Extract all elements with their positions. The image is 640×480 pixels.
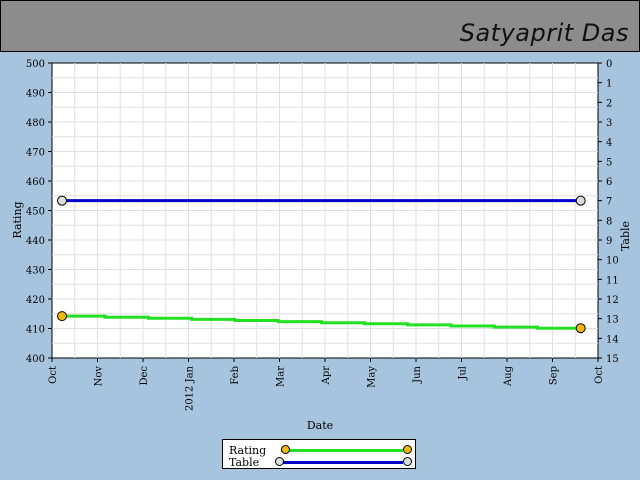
y2-tick-label: 1 (606, 79, 612, 90)
y-tick-label: 400 (26, 354, 45, 365)
y2-tick-label: 7 (606, 197, 612, 208)
y-tick-label: 480 (26, 118, 45, 129)
legend-marker-rating-end (403, 445, 412, 454)
x-tick-label: Oct (48, 366, 59, 384)
legend-line-rating (281, 449, 403, 452)
y2-tick-label: 2 (606, 98, 612, 109)
legend: Rating Table (222, 439, 416, 469)
player-name: Satyaprit Das (459, 19, 629, 47)
series-point-rating (575, 323, 586, 334)
y2-tick-label: 15 (606, 354, 619, 365)
header-bar: Satyaprit Das (0, 0, 640, 52)
x-tick-label: Jul (458, 366, 469, 381)
x-tick-label: Apr (321, 366, 332, 386)
legend-marker-rating-start (281, 445, 290, 454)
y2-tick-label: 14 (606, 334, 619, 345)
series-point-table (575, 195, 586, 206)
series-point-rating (57, 311, 68, 322)
x-tick-label: Aug (503, 365, 514, 387)
series-layer (57, 195, 586, 334)
y-tick-label: 430 (26, 266, 45, 277)
y2-tick-label: 6 (606, 177, 612, 188)
x-tick-label: Jun (412, 365, 423, 383)
y2-tick-label: 5 (606, 157, 612, 168)
y-tick-label: 470 (26, 148, 45, 159)
y2-tick-label: 8 (606, 216, 612, 227)
legend-line-table (281, 461, 403, 464)
y2-tick-label: 12 (606, 295, 619, 306)
legend-marker-table-end (403, 457, 412, 466)
y-tick-label: 460 (26, 177, 45, 188)
legend-item-rating: Rating (229, 444, 413, 457)
y-tick-label: 440 (26, 236, 45, 247)
y2-tick-label: 3 (606, 118, 612, 129)
x-tick-label: Feb (230, 366, 241, 385)
y2-tick-label: 9 (606, 236, 612, 247)
y-tick-label: 450 (26, 207, 45, 218)
y2-tick-label: 13 (606, 315, 619, 326)
legend-label-table: Table (229, 456, 260, 469)
x-tick-label: Nov (94, 366, 105, 387)
series-line-rating (62, 314, 581, 330)
y-tick-label: 420 (26, 295, 45, 306)
x-tick-label: Oct (594, 366, 605, 384)
x-tick-label: May (367, 366, 378, 388)
legend-label-rating: Rating (229, 444, 267, 457)
y2-tick-label: 10 (606, 256, 619, 267)
y2-tick-label: 4 (606, 138, 612, 149)
y-tick-label: 500 (26, 59, 45, 70)
y-tick-label: 410 (26, 325, 45, 336)
series-point-table (57, 195, 68, 206)
y2-tick-label: 0 (606, 59, 612, 70)
x-tick-label: 2012 Jan (185, 365, 196, 411)
y2-tick-label: 11 (606, 275, 619, 286)
y2-axis-label: Table (619, 221, 632, 251)
y-tick-label: 490 (26, 89, 45, 100)
x-tick-label: Mar (276, 366, 287, 387)
x-axis-label: Date (307, 419, 333, 432)
y-axis-label: Rating (11, 201, 24, 238)
grid (52, 63, 598, 358)
x-tick-label: Sep (549, 366, 560, 385)
legend-marker-table-start (275, 457, 284, 466)
legend-item-table: Table (229, 456, 413, 469)
x-tick-label: Dec (139, 366, 150, 386)
